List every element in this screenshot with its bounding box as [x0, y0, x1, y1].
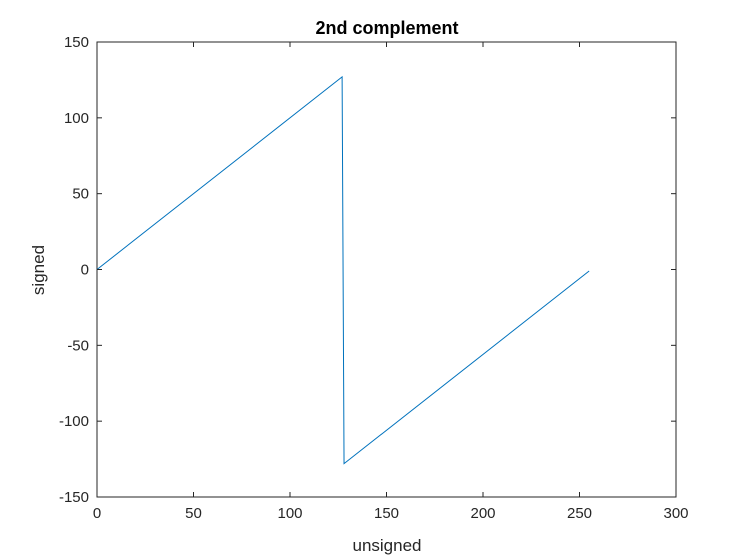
x-tick-label: 300 [663, 505, 688, 522]
y-tick-label: -100 [59, 413, 89, 430]
y-tick-label: 0 [81, 262, 89, 279]
y-axis-label: signed [29, 245, 48, 295]
x-tick-label: 100 [277, 505, 302, 522]
plot-area [96, 41, 677, 498]
x-tick-label: 200 [470, 505, 495, 522]
x-axis-label: unsigned [352, 536, 421, 555]
x-tick-label: 0 [93, 505, 101, 522]
series-line [96, 75, 590, 465]
x-tick-label: 250 [567, 505, 592, 522]
y-tick-label: 100 [64, 110, 89, 127]
tick-labels-layer: 0 50 100 150 200 250 300 -150 -100 -50 0 50 100 150 [59, 34, 689, 522]
x-tick-label: 50 [185, 505, 202, 522]
x-tick-label: 150 [374, 505, 399, 522]
y-tick-label: 50 [72, 186, 89, 203]
y-tick-label: 150 [64, 34, 89, 51]
ticks-layer [96, 41, 677, 498]
y-tick-label: -50 [67, 337, 89, 354]
y-tick-label: -150 [59, 489, 89, 506]
chart-title: 2nd complement [315, 18, 458, 38]
series-layer [96, 75, 590, 465]
